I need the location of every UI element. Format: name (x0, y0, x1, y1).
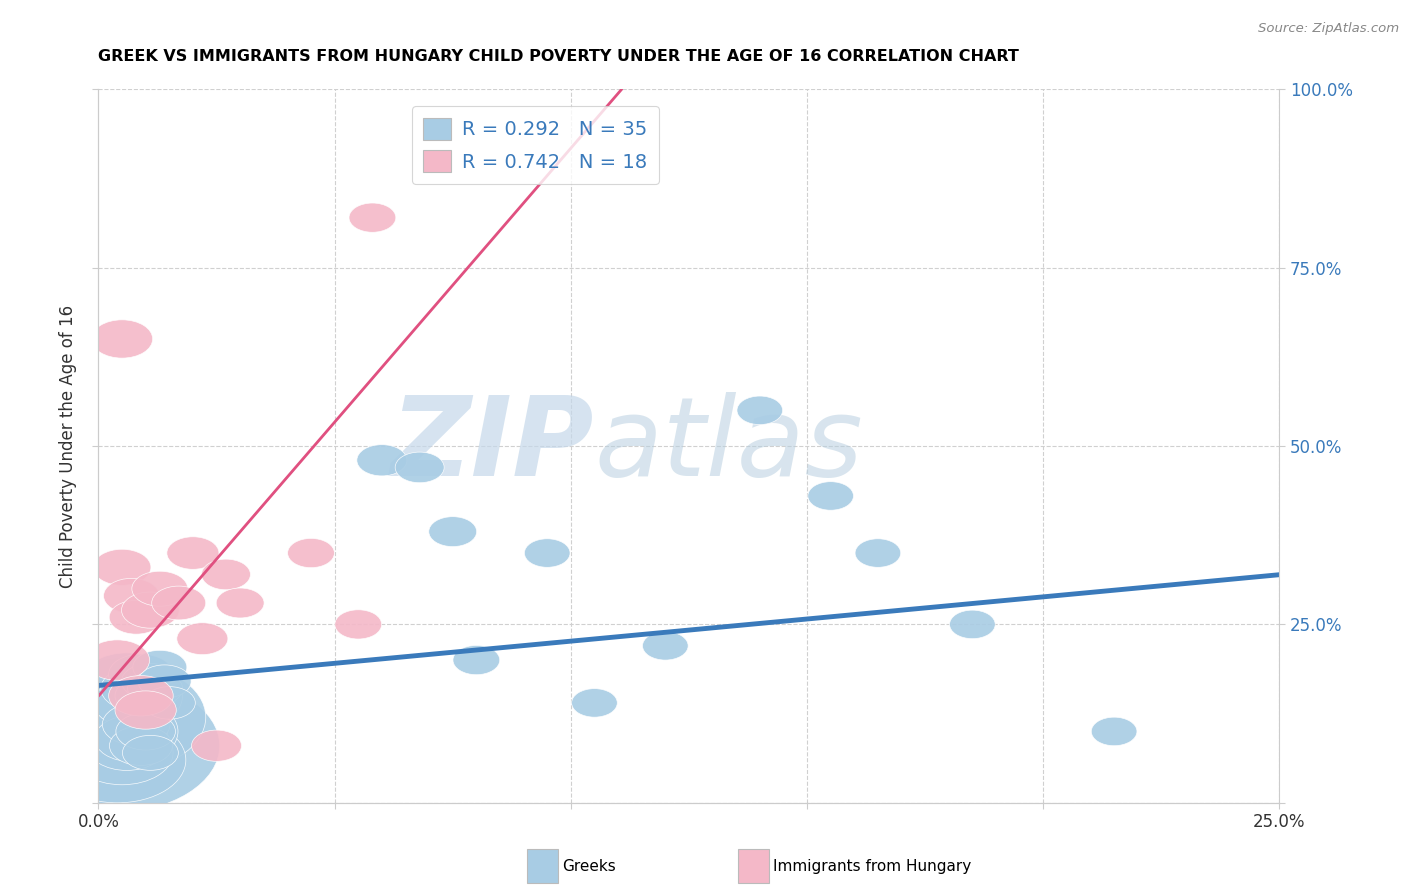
Ellipse shape (84, 690, 170, 744)
Ellipse shape (87, 721, 166, 771)
Ellipse shape (572, 689, 617, 717)
Ellipse shape (49, 717, 186, 803)
Text: atlas: atlas (595, 392, 863, 500)
Ellipse shape (115, 691, 176, 729)
Ellipse shape (288, 539, 335, 567)
Ellipse shape (138, 665, 191, 698)
Ellipse shape (108, 675, 173, 716)
Ellipse shape (122, 735, 179, 771)
Ellipse shape (103, 703, 170, 746)
Ellipse shape (110, 726, 173, 765)
Ellipse shape (808, 482, 853, 510)
Ellipse shape (91, 320, 153, 358)
Text: Greeks: Greeks (562, 859, 616, 873)
Legend: R = 0.292   N = 35, R = 0.742   N = 18: R = 0.292 N = 35, R = 0.742 N = 18 (412, 106, 659, 184)
Ellipse shape (143, 687, 195, 719)
Ellipse shape (191, 730, 242, 762)
Text: Source: ZipAtlas.com: Source: ZipAtlas.com (1258, 22, 1399, 36)
Text: Immigrants from Hungary: Immigrants from Hungary (773, 859, 972, 873)
Ellipse shape (70, 721, 173, 785)
Ellipse shape (217, 588, 264, 618)
Ellipse shape (93, 679, 170, 727)
Ellipse shape (82, 653, 173, 710)
Ellipse shape (395, 452, 444, 483)
Ellipse shape (855, 539, 901, 567)
Ellipse shape (6, 679, 219, 813)
Ellipse shape (201, 559, 250, 590)
Ellipse shape (110, 600, 163, 634)
Ellipse shape (349, 203, 396, 232)
Ellipse shape (30, 662, 205, 772)
Ellipse shape (524, 539, 569, 567)
Ellipse shape (177, 623, 228, 655)
Ellipse shape (949, 610, 995, 639)
Ellipse shape (1091, 717, 1137, 746)
Ellipse shape (108, 654, 173, 695)
Ellipse shape (737, 396, 783, 425)
Ellipse shape (104, 578, 159, 614)
Ellipse shape (132, 571, 188, 607)
Ellipse shape (453, 646, 499, 674)
Ellipse shape (84, 640, 149, 681)
Ellipse shape (115, 713, 176, 750)
Ellipse shape (62, 658, 183, 733)
Ellipse shape (152, 586, 205, 620)
Ellipse shape (101, 666, 172, 711)
Text: GREEK VS IMMIGRANTS FROM HUNGARY CHILD POVERTY UNDER THE AGE OF 16 CORRELATION C: GREEK VS IMMIGRANTS FROM HUNGARY CHILD P… (98, 49, 1019, 64)
Ellipse shape (335, 610, 381, 639)
Ellipse shape (357, 444, 406, 476)
Ellipse shape (66, 697, 179, 766)
Ellipse shape (132, 650, 187, 684)
Ellipse shape (94, 715, 169, 762)
Ellipse shape (167, 537, 219, 569)
Ellipse shape (121, 664, 180, 699)
Ellipse shape (115, 677, 176, 714)
Ellipse shape (128, 672, 183, 706)
Ellipse shape (121, 592, 180, 628)
Ellipse shape (643, 632, 688, 660)
Text: ZIP: ZIP (391, 392, 595, 500)
Y-axis label: Child Poverty Under the Age of 16: Child Poverty Under the Age of 16 (59, 304, 77, 588)
Ellipse shape (429, 516, 477, 547)
Ellipse shape (93, 549, 150, 585)
